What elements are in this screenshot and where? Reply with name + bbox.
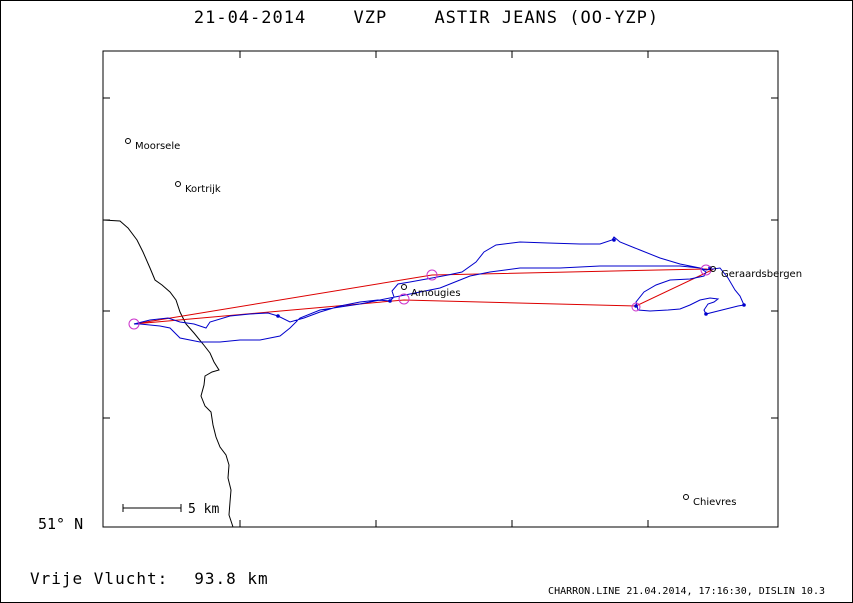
page-title: 21-04-2014 VZP ASTIR JEANS (OO-YZP): [0, 8, 853, 28]
distance-value: 93.8 km: [194, 569, 269, 588]
country-border: [102, 219, 234, 528]
place-marker-chievres: [683, 494, 689, 500]
distance-label: Vrije Vlucht:: [30, 569, 169, 588]
place-marker-kortrijk: [175, 181, 181, 187]
map-border: [102, 50, 779, 528]
place-labels: Moorsele Kortrijk Amougies Geraardsberge…: [135, 141, 802, 508]
glider-name: ASTIR JEANS (OO-YZP): [434, 8, 660, 28]
place-marker-amougies: [401, 284, 407, 290]
scale-label: 5 km: [188, 502, 219, 517]
place-label-geraardsbergen: Geraardsbergen: [721, 269, 802, 280]
flight-track: [133, 236, 745, 343]
place-label-moorsele: Moorsele: [135, 141, 180, 152]
place-label-amougies: Amougies: [411, 288, 461, 299]
place-label-kortrijk: Kortrijk: [185, 184, 221, 195]
footer-credit: CHARRON.LINE 21.04.2014, 17:16:30, DISLI…: [548, 586, 825, 597]
place-marker-moorsele: [125, 138, 131, 144]
place-label-chievres: Chievres: [693, 497, 736, 508]
scale-bar: [122, 504, 182, 512]
distance-summary: Vrije Vlucht: 93.8 km: [30, 569, 269, 588]
track-markers: [276, 238, 746, 318]
latitude-label: 51° N: [38, 515, 84, 533]
place-markers: [125, 138, 716, 500]
turnpoints: [128, 264, 712, 330]
axis-ticks: [103, 51, 778, 527]
task-route: [133, 268, 714, 325]
flight-date: 21-04-2014: [193, 8, 307, 28]
place-marker-geraardsbergen: [710, 266, 716, 272]
club-code: VZP: [353, 8, 388, 28]
